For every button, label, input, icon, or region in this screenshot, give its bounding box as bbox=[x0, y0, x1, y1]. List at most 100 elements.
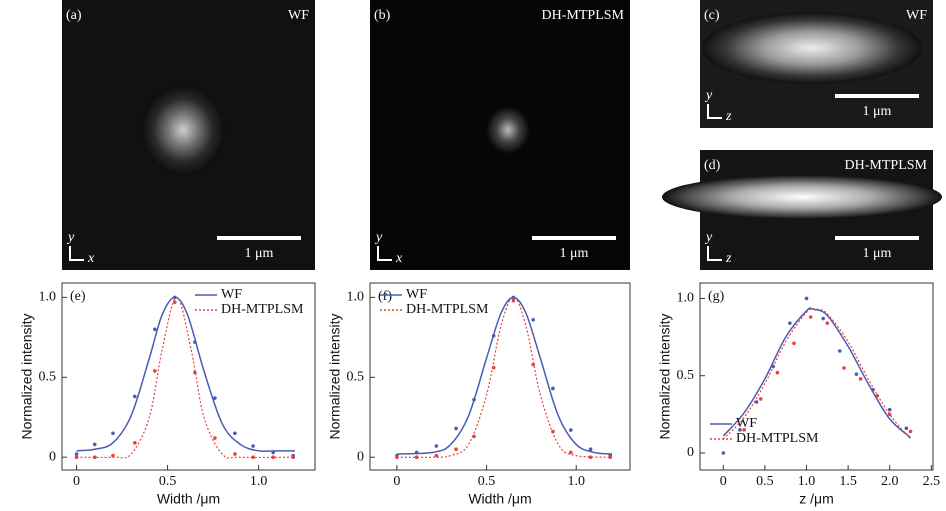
panel-label: (c) bbox=[704, 8, 720, 23]
plot-frame bbox=[369, 282, 631, 471]
axis-glyph-h: z bbox=[725, 251, 732, 266]
axis-glyph-h: z bbox=[725, 109, 732, 124]
scale-bar-label: 1 μm bbox=[245, 246, 274, 261]
data-point bbox=[133, 441, 137, 445]
data-point bbox=[153, 369, 157, 373]
data-point bbox=[454, 426, 458, 431]
data-point bbox=[111, 431, 115, 436]
legend-label: WF bbox=[736, 416, 757, 431]
y-tick-label: 0 bbox=[687, 445, 694, 460]
data-point bbox=[511, 298, 516, 303]
data-point bbox=[821, 316, 825, 321]
data-point bbox=[92, 455, 97, 460]
data-point bbox=[173, 300, 177, 304]
fit-line bbox=[396, 296, 613, 458]
data-point bbox=[434, 453, 439, 458]
data-point bbox=[792, 341, 796, 346]
data-point bbox=[754, 400, 759, 404]
panel-tag: WF bbox=[288, 8, 309, 23]
data-point bbox=[808, 315, 813, 319]
data-point bbox=[434, 444, 439, 448]
axis-glyph-v: y bbox=[704, 88, 713, 103]
data-point bbox=[193, 340, 197, 344]
x-axis-label: z /μm bbox=[799, 491, 834, 507]
data-point bbox=[74, 452, 79, 456]
data-point bbox=[588, 455, 593, 460]
panel-label: (b) bbox=[374, 8, 391, 23]
y-axis-label: Normalized intensity bbox=[327, 313, 343, 439]
panel-label: (f) bbox=[378, 289, 392, 304]
data-point bbox=[569, 450, 573, 455]
data-point bbox=[491, 365, 496, 370]
legend-label: WF bbox=[221, 287, 242, 302]
data-point bbox=[472, 397, 476, 402]
data-point bbox=[74, 455, 79, 460]
panel-label: (a) bbox=[66, 8, 82, 23]
psf-spot bbox=[662, 175, 942, 219]
axis-glyph-v: y bbox=[66, 230, 75, 245]
psf-spot bbox=[702, 12, 922, 84]
x-tick-label: 0.5 bbox=[756, 474, 774, 489]
psf-spot bbox=[141, 85, 225, 175]
data-point bbox=[414, 455, 419, 460]
y-tick-label: 0.5 bbox=[39, 370, 57, 385]
data-point bbox=[414, 450, 419, 455]
data-point bbox=[775, 370, 780, 375]
y-tick-label: 0 bbox=[49, 449, 56, 464]
image-panels bbox=[62, 0, 942, 270]
data-point bbox=[251, 444, 255, 448]
panel-label: (g) bbox=[708, 289, 725, 304]
panel-label: (e) bbox=[70, 289, 86, 304]
axis-glyph bbox=[707, 246, 722, 261]
data-point bbox=[838, 349, 842, 353]
y-tick-label: 0 bbox=[357, 449, 364, 464]
data-point bbox=[758, 397, 763, 401]
fit-line bbox=[396, 296, 613, 455]
data-point bbox=[842, 366, 846, 370]
fit-line bbox=[76, 296, 295, 459]
data-point bbox=[887, 407, 892, 412]
data-point bbox=[173, 295, 177, 300]
data-point bbox=[588, 447, 593, 452]
data-point bbox=[193, 370, 197, 375]
axis-glyph-h: x bbox=[87, 251, 95, 266]
data-point bbox=[251, 455, 255, 460]
data-point bbox=[233, 431, 237, 436]
data-point bbox=[271, 450, 275, 455]
data-point bbox=[291, 455, 295, 460]
y-tick-label: 0.5 bbox=[347, 370, 365, 385]
axis-glyph-h: x bbox=[395, 251, 403, 266]
data-point bbox=[111, 453, 115, 458]
data-point bbox=[511, 295, 516, 300]
data-point bbox=[472, 434, 476, 439]
scale-bar-label: 1 μm bbox=[560, 246, 589, 261]
data-point bbox=[738, 428, 742, 432]
x-tick-label: 0.5 bbox=[159, 474, 177, 489]
data-point bbox=[153, 327, 157, 332]
axis-glyph bbox=[377, 246, 392, 261]
y-axis-label: Normalized intensity bbox=[657, 313, 673, 439]
x-tick-label: 2.5 bbox=[923, 474, 941, 489]
panel-label: (d) bbox=[704, 158, 721, 173]
data-point bbox=[491, 333, 496, 338]
axis-glyph bbox=[69, 246, 84, 261]
x-tick-label: 1.5 bbox=[839, 474, 857, 489]
data-point bbox=[858, 377, 863, 381]
data-point bbox=[721, 451, 726, 455]
y-tick-label: 1.0 bbox=[677, 291, 695, 306]
fit-line bbox=[76, 296, 295, 453]
y-tick-label: 1.0 bbox=[347, 290, 365, 305]
x-tick-label: 1.0 bbox=[567, 474, 585, 489]
psf-spot bbox=[486, 106, 530, 154]
data-point bbox=[271, 455, 275, 460]
scale-bar-label: 1 μm bbox=[863, 104, 892, 119]
plot-frame bbox=[699, 282, 934, 471]
panel-tag: DH-MTPLSM bbox=[542, 8, 625, 23]
fit-line bbox=[722, 308, 911, 440]
data-point bbox=[233, 452, 237, 456]
axis-glyph-v: y bbox=[374, 230, 383, 245]
data-point bbox=[531, 317, 535, 322]
data-point bbox=[569, 428, 573, 432]
data-point bbox=[742, 428, 746, 432]
plot-frame bbox=[61, 282, 316, 471]
